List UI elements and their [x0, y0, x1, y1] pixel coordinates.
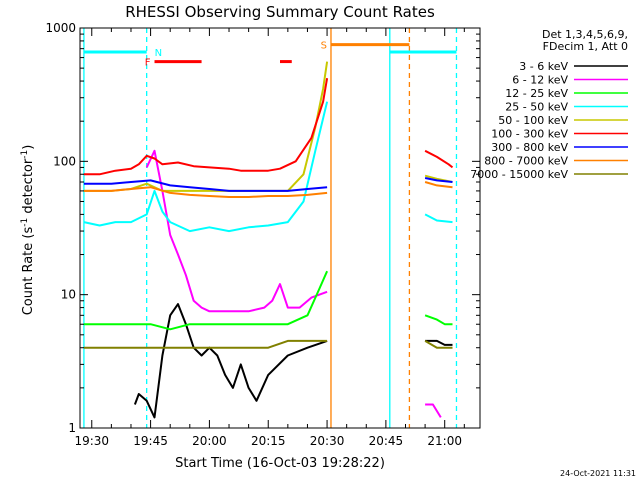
plot-frame: [79, 27, 481, 429]
series-line-6-12-keV-segment-1: [145, 149, 328, 313]
series-line-12-25-keV-segment-2: [424, 314, 453, 326]
x-tick-label-2100: 21:00: [427, 434, 462, 448]
legend-label-6-12-keV: 6 - 12 keV: [512, 74, 568, 87]
y-axis-label: Count Rate (s-1 detector-1): [20, 145, 36, 316]
x-axis-label: Start Time (16-Oct-03 19:28:22): [175, 456, 385, 471]
series-line-25-50-keV-segment-1: [83, 101, 329, 233]
series-line-3-6-keV-segment-2: [425, 339, 453, 346]
series-line-50-100-keV-segment-1: [83, 61, 329, 192]
series-line-7000-15000-keV-segment-1: [83, 339, 328, 349]
x-tick-label-1945: 19:45: [133, 434, 168, 448]
legend-label-800-7000-keV: 800 - 7000 keV: [484, 155, 568, 168]
y-tick-label-1000: 1000: [45, 21, 76, 35]
legend-label-25-50-keV: 25 - 50 keV: [505, 101, 568, 114]
y-tick-label-1: 1: [68, 421, 76, 435]
series-line-800-7000-keV-segment-1: [83, 186, 328, 198]
series-line-300-800-keV-segment-2: [424, 177, 453, 183]
series-line-12-25-keV-segment-1: [83, 270, 329, 331]
axes: 1 10 100 1000 19:30 19:45 20:00 20:15 20:30 20:45…: [45, 21, 481, 448]
legend-label-100-300-keV: 100 - 300 keV: [491, 128, 568, 141]
flag-label-F: F: [145, 58, 151, 69]
series-line-3-6-keV-segment-1: [133, 303, 328, 419]
series-line-100-300-keV-segment-2: [424, 149, 454, 169]
legend-header-line-1: Det 1,3,4,5,6,9,: [542, 28, 628, 41]
series-line-25-50-keV-segment-2: [424, 213, 453, 224]
series-line-100-300-keV-segment-1: [83, 78, 329, 176]
x-tick-label-2015: 20:15: [251, 434, 286, 448]
y-tick-label-10: 10: [61, 288, 76, 302]
x-tick-label-2000: 20:00: [192, 434, 227, 448]
flag-label-N: N: [155, 48, 162, 59]
legend-header-line-2: FDecim 1, Att 0: [543, 40, 628, 53]
y-tick-label-100: 100: [53, 154, 76, 168]
legend-label-12-25-keV: 12 - 25 keV: [505, 87, 568, 100]
series-line-800-7000-keV-segment-2: [424, 181, 453, 189]
plot-area: NF S: [83, 28, 458, 428]
flag-label-S: S: [321, 41, 327, 52]
legend-label-50-100-keV: 50 - 100 keV: [498, 114, 568, 127]
footer-date: 24-Oct-2021 11:31: [560, 469, 636, 478]
x-tick-label-2045: 20:45: [369, 434, 404, 448]
series-line-300-800-keV-segment-1: [83, 179, 328, 192]
legend-label-7000-15000-keV: 7000 - 15000 keV: [470, 168, 568, 181]
series-line-6-12-keV-segment-2: [425, 403, 442, 418]
series-line-7000-15000-keV-segment-2: [424, 340, 453, 349]
chart-title: RHESSI Observing Summary Count Rates: [125, 3, 435, 21]
legend-label-300-800-keV: 300 - 800 keV: [491, 141, 568, 154]
legend-header: Det 1,3,4,5,6,9, FDecim 1, Att 0: [542, 28, 628, 53]
legend-label-3-6-keV: 3 - 6 keV: [519, 60, 568, 73]
x-tick-label-2030: 20:30: [310, 434, 345, 448]
x-tick-label-1930: 19:30: [74, 434, 109, 448]
